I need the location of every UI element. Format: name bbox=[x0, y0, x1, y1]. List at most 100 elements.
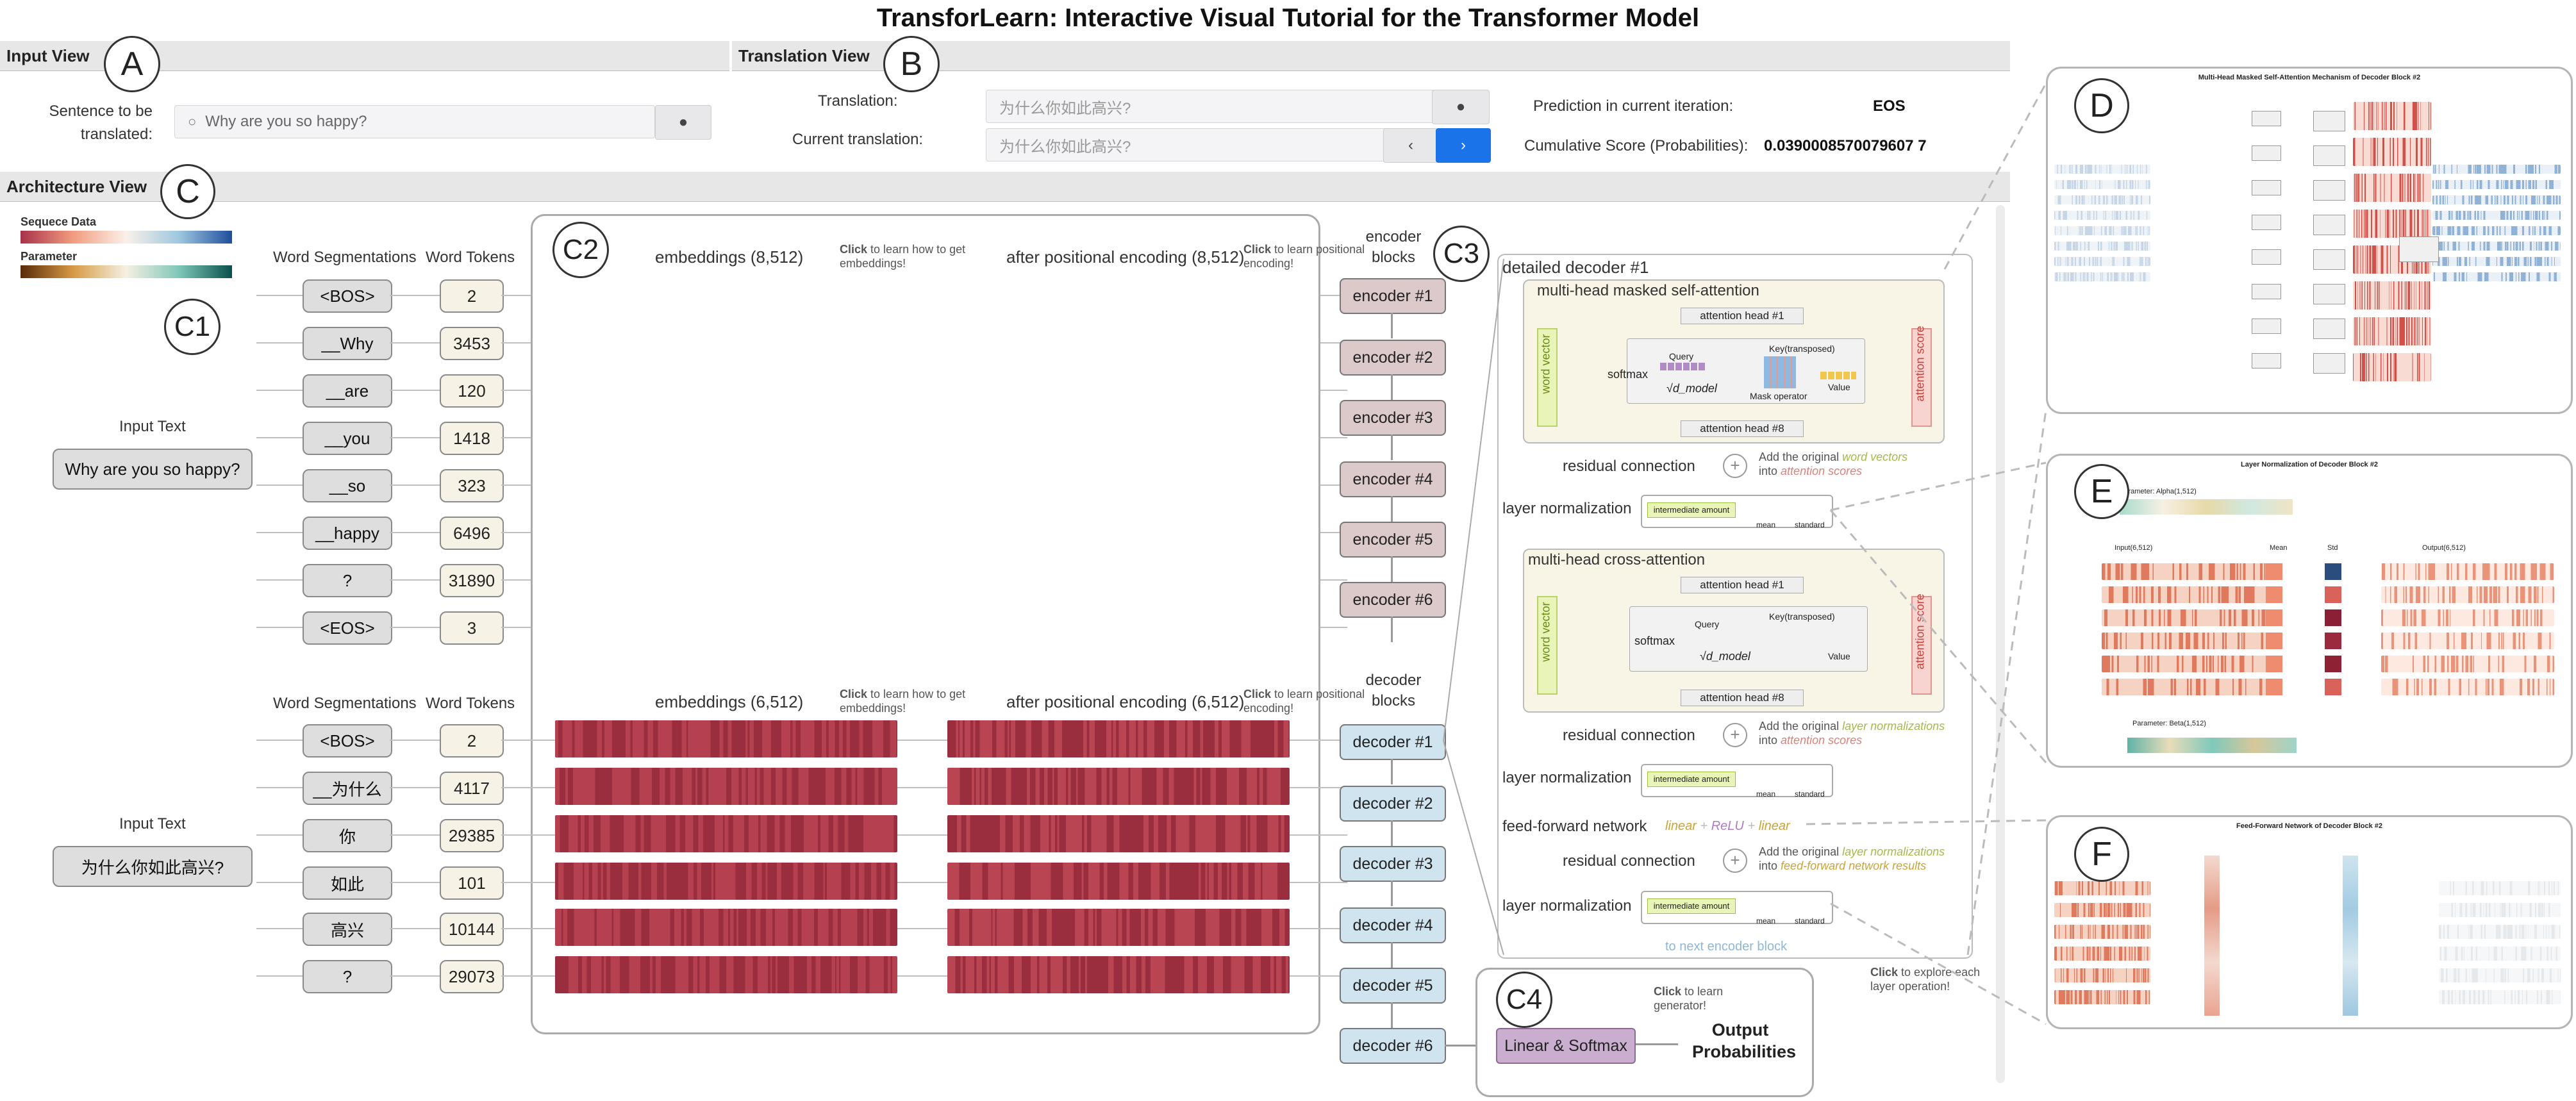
encoder-block[interactable]: encoder #2 bbox=[1340, 340, 1446, 376]
decoder-block[interactable]: decoder #5 bbox=[1340, 968, 1446, 1004]
enc-segment[interactable]: __Why bbox=[303, 327, 392, 360]
res-1a: Add the original bbox=[1759, 451, 1840, 463]
dec-segment[interactable]: 高兴 bbox=[303, 913, 392, 946]
dec-pos-hint[interactable]: Click to learn positional encoding! bbox=[1243, 687, 1372, 715]
enc-segment[interactable]: __you bbox=[303, 422, 392, 455]
translation-info-icon[interactable]: ● bbox=[1432, 90, 1490, 124]
add-icon[interactable]: + bbox=[1723, 454, 1747, 478]
enc-segment[interactable]: __so bbox=[303, 469, 392, 502]
thumb-d-input-row bbox=[2054, 195, 2150, 204]
query-vector bbox=[1660, 363, 1705, 370]
attention-head-8[interactable]: attention head #8 bbox=[1681, 420, 1804, 437]
dec-embedding-strip[interactable] bbox=[555, 956, 897, 993]
thumb-d-op-box bbox=[2313, 145, 2345, 166]
thumb-e-mean-cell bbox=[2266, 609, 2282, 626]
connector bbox=[390, 928, 440, 929]
thumb-d-output-row bbox=[2432, 195, 2561, 204]
thumb-e-mean-cell bbox=[2266, 586, 2282, 603]
enc-segment[interactable]: __happy bbox=[303, 517, 392, 550]
dec-input-text[interactable]: 为什么你如此高兴? bbox=[53, 846, 253, 887]
add-icon[interactable]: + bbox=[1723, 849, 1747, 873]
dec-segment[interactable]: __为什么 bbox=[303, 772, 392, 805]
dec-pos-strip[interactable] bbox=[947, 815, 1290, 852]
connector bbox=[256, 627, 303, 628]
encoder-block[interactable]: encoder #3 bbox=[1340, 400, 1446, 436]
enc-pos-title: after positional encoding (8,512) bbox=[1006, 247, 1245, 267]
dec-segment[interactable]: 如此 bbox=[303, 866, 392, 900]
thumb-f-input-row bbox=[2054, 990, 2150, 1004]
thumbnail-f[interactable]: Feed-Forward Network of Decoder Block #2 bbox=[2046, 815, 2573, 1029]
enc-input-text[interactable]: Why are you so happy? bbox=[53, 449, 253, 490]
encoder-block[interactable]: encoder #6 bbox=[1340, 582, 1446, 618]
marker-b: B bbox=[883, 36, 940, 92]
dec-embedding-strip[interactable] bbox=[555, 768, 897, 805]
connector bbox=[256, 975, 303, 977]
encoder-block[interactable]: encoder #4 bbox=[1340, 461, 1446, 497]
dec-segment[interactable]: ? bbox=[303, 960, 392, 993]
encoder-block[interactable]: encoder #1 bbox=[1340, 278, 1446, 314]
dec-pos-strip[interactable] bbox=[947, 909, 1290, 946]
thumbnail-d[interactable]: Multi-Head Masked Self-Attention Mechani… bbox=[2046, 67, 2573, 414]
block-arrow bbox=[1391, 556, 1393, 582]
linear-softmax-box[interactable]: Linear & Softmax bbox=[1496, 1028, 1636, 1064]
translation-field[interactable]: 为什么你如此高兴? bbox=[986, 90, 1455, 123]
dec-embedding-strip[interactable] bbox=[555, 909, 897, 946]
enc-segment[interactable]: ? bbox=[303, 564, 392, 597]
ffn-formula[interactable]: linear + ReLU + linear bbox=[1665, 819, 1790, 834]
dec-segment[interactable]: <BOS> bbox=[303, 724, 392, 757]
connector bbox=[1290, 975, 1347, 977]
decoder-block[interactable]: decoder #2 bbox=[1340, 786, 1446, 822]
thumbnail-e[interactable]: Layer Normalization of Decoder Block #2 … bbox=[2046, 454, 2573, 768]
thumb-d-input-row bbox=[2054, 272, 2150, 281]
residual-desc-2: Add the original layer normalizations int… bbox=[1759, 719, 1951, 747]
dec-embedding-strip[interactable] bbox=[555, 863, 897, 900]
cross-head-1[interactable]: attention head #1 bbox=[1681, 577, 1804, 593]
dec-emb-title: embeddings (6,512) bbox=[655, 692, 804, 711]
add-icon[interactable]: + bbox=[1723, 723, 1747, 747]
explore-hint[interactable]: Click to explore each layer operation! bbox=[1870, 965, 1986, 993]
encoder-block[interactable]: encoder #5 bbox=[1340, 522, 1446, 558]
dec-pos-strip[interactable] bbox=[947, 768, 1290, 805]
enc-segment[interactable]: <BOS> bbox=[303, 279, 392, 313]
enc-segment[interactable]: __are bbox=[303, 374, 392, 408]
decoder-block[interactable]: decoder #3 bbox=[1340, 846, 1446, 882]
dec-embedding-strip[interactable] bbox=[555, 815, 897, 852]
dec-pos-strip[interactable] bbox=[947, 956, 1290, 993]
current-translation-field[interactable]: 为什么你如此高兴? bbox=[986, 128, 1396, 161]
cross-head-8[interactable]: attention head #8 bbox=[1681, 690, 1804, 706]
thumb-e-std-cell bbox=[2325, 656, 2341, 672]
intermediate-amount-3: intermediate amount bbox=[1647, 898, 1736, 914]
enc-segment[interactable]: <EOS> bbox=[303, 611, 392, 645]
dec-pos-strip[interactable] bbox=[947, 720, 1290, 757]
enc-pos-hint[interactable]: Click to learn positional encoding! bbox=[1243, 242, 1372, 270]
next-button[interactable]: › bbox=[1436, 128, 1491, 163]
attention-head-1[interactable]: attention head #1 bbox=[1681, 308, 1804, 324]
thumb-e-std-label: Std bbox=[2327, 544, 2338, 552]
thumb-d-output-row bbox=[2432, 242, 2561, 251]
dec-segment[interactable]: 你 bbox=[303, 819, 392, 852]
generator-hint[interactable]: Click to learn generator! bbox=[1654, 984, 1750, 1013]
thumb-e-alpha: Parameter: Alpha(1,512) bbox=[2120, 488, 2197, 495]
dec-emb-hint[interactable]: Click to learn how to get embeddings! bbox=[840, 687, 1006, 715]
dec-token: 29385 bbox=[440, 819, 504, 852]
gen-arrow bbox=[1445, 1045, 1496, 1047]
thumb-d-head-box bbox=[2252, 353, 2281, 368]
info-icon[interactable]: ● bbox=[655, 105, 711, 140]
thumb-d-score bbox=[2353, 138, 2431, 166]
previous-button[interactable]: ‹ bbox=[1383, 128, 1438, 163]
decoder-block[interactable]: decoder #1 bbox=[1340, 724, 1446, 760]
thumb-d-score bbox=[2353, 281, 2431, 310]
dec-embedding-strip[interactable] bbox=[555, 720, 897, 757]
enc-emb-hint[interactable]: Click to learn how to get embeddings! bbox=[840, 242, 1006, 270]
thumb-e-mean-cell bbox=[2266, 656, 2282, 672]
scrollbar[interactable] bbox=[1996, 205, 2005, 1083]
input-sentence-field[interactable]: ○ Why are you so happy? bbox=[174, 105, 655, 138]
connector bbox=[501, 532, 555, 533]
marker-c3: C3 bbox=[1433, 226, 1490, 282]
dec-pos-strip[interactable] bbox=[947, 863, 1290, 900]
decoder-block[interactable]: decoder #6 bbox=[1340, 1028, 1446, 1064]
thumb-d-head-box bbox=[2252, 284, 2281, 299]
enc-emb-hint-text: to learn how to get embeddings! bbox=[840, 243, 966, 270]
decoder-block[interactable]: decoder #4 bbox=[1340, 907, 1446, 943]
input-view-title: Input View bbox=[6, 46, 90, 65]
